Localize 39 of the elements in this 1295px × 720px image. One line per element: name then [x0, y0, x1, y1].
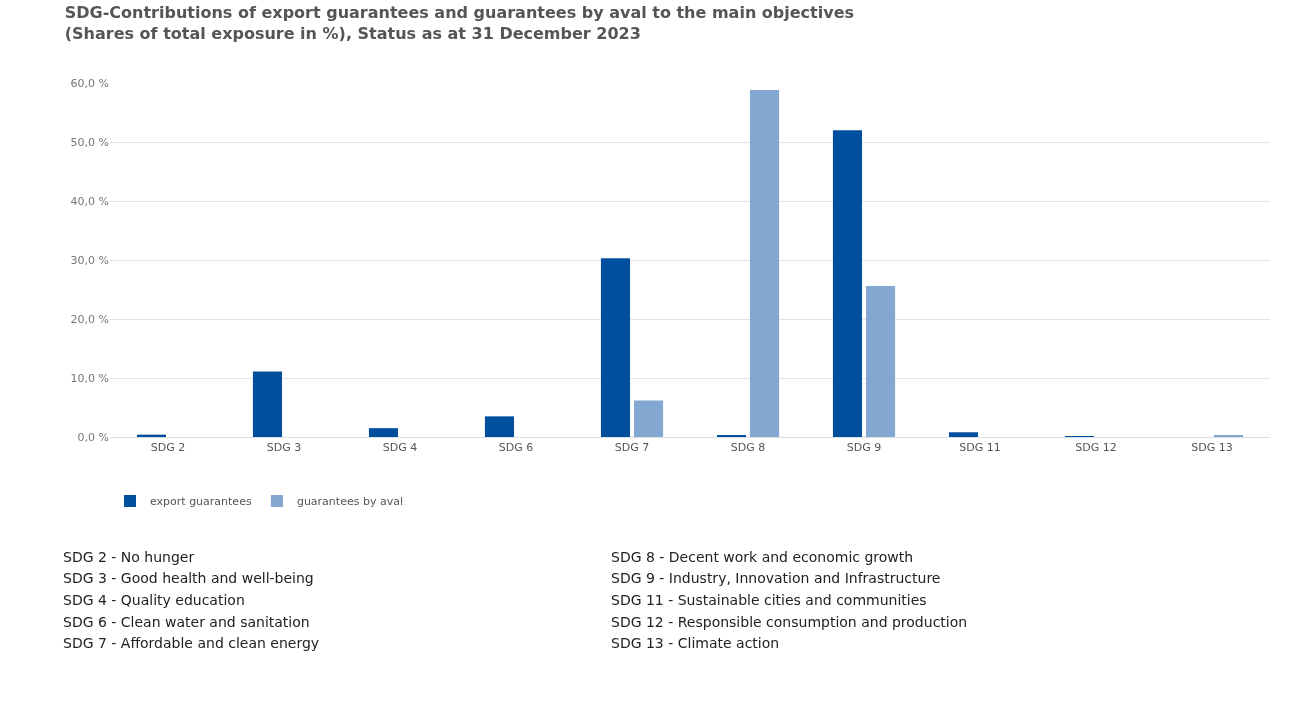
y-tick-label: 60,0 %	[70, 76, 109, 90]
y-tick-label: 40,0 %	[70, 194, 109, 208]
bar	[484, 416, 515, 437]
bar	[865, 285, 896, 437]
text: SDG 13 - Climate action	[611, 635, 780, 651]
bar	[252, 371, 283, 437]
x-tick-label: SDG 3	[266, 441, 302, 455]
x-tick-label: SDG 12	[1075, 441, 1117, 455]
bar	[948, 432, 979, 437]
bar	[600, 258, 631, 437]
text: SDG 2 - No hunger	[63, 549, 195, 565]
text: SDG 12 - Responsible consumption and production	[611, 614, 968, 630]
text: SDG 11 - Sustainable cities and communities	[611, 592, 927, 608]
bar	[749, 90, 780, 437]
bar	[368, 428, 399, 437]
y-tick-label: 0,0 %	[77, 430, 109, 444]
y-tick-label: 30,0 %	[70, 253, 109, 267]
text: SDG 4 - Quality education	[63, 592, 245, 608]
x-tick-label: SDG 11	[959, 441, 1001, 455]
y-tick-label: 10,0 %	[70, 371, 109, 385]
text: SDG 6 - Clean water and sanitation	[63, 614, 310, 630]
x-tick-label: SDG 6	[498, 441, 534, 455]
chart-title: SDG-Contributions of export guarantees and guarantees by aval to the main objectives (Shares of total exposure in %), Status as at 31 December 2023	[64, 3, 855, 43]
legend-label: guarantees by aval	[296, 495, 403, 509]
x-tick-label: SDG 7	[614, 441, 650, 455]
text: SDG 7 - Affordable and clean energy	[63, 635, 320, 651]
text: SDG 3 - Good health and well-being	[63, 570, 314, 586]
x-tick-label: SDG 13	[1191, 441, 1233, 455]
bar	[832, 130, 863, 437]
x-tick-label: SDG 8	[730, 441, 766, 455]
bar	[633, 400, 664, 437]
y-tick-label: 20,0 %	[70, 312, 109, 326]
text: SDG 8 - Decent work and economic growth	[611, 549, 914, 565]
x-tick-label: SDG 4	[382, 441, 418, 455]
x-tick-label: SDG 9	[846, 441, 882, 455]
legend-label: export guarantees	[150, 495, 252, 509]
text: SDG 9 - Industry, Innovation and Infrastructure	[611, 570, 941, 586]
y-tick-label: 50,0 %	[70, 135, 109, 149]
x-tick-label: SDG 2	[150, 441, 186, 455]
